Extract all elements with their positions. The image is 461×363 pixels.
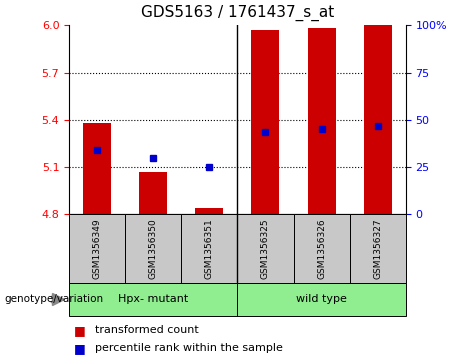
- Bar: [83, 123, 111, 214]
- Text: GSM1356326: GSM1356326: [317, 218, 326, 279]
- FancyBboxPatch shape: [69, 214, 125, 283]
- FancyBboxPatch shape: [125, 214, 181, 283]
- Text: GSM1356325: GSM1356325: [261, 218, 270, 279]
- Bar: [139, 172, 167, 214]
- FancyBboxPatch shape: [181, 214, 237, 283]
- Text: GSM1356351: GSM1356351: [205, 218, 214, 279]
- Text: ■: ■: [74, 324, 85, 337]
- Text: GSM1356349: GSM1356349: [93, 218, 102, 279]
- FancyBboxPatch shape: [237, 283, 406, 316]
- Bar: [251, 30, 279, 214]
- Text: GSM1356327: GSM1356327: [373, 218, 382, 279]
- FancyBboxPatch shape: [237, 214, 294, 283]
- Bar: [195, 208, 224, 214]
- Text: genotype/variation: genotype/variation: [5, 294, 104, 305]
- Bar: [307, 28, 336, 214]
- Text: wild type: wild type: [296, 294, 347, 305]
- Text: ■: ■: [74, 342, 85, 355]
- Title: GDS5163 / 1761437_s_at: GDS5163 / 1761437_s_at: [141, 5, 334, 21]
- Text: Hpx- mutant: Hpx- mutant: [118, 294, 189, 305]
- Text: transformed count: transformed count: [95, 325, 198, 335]
- FancyBboxPatch shape: [294, 214, 349, 283]
- Text: percentile rank within the sample: percentile rank within the sample: [95, 343, 283, 354]
- FancyBboxPatch shape: [349, 214, 406, 283]
- Bar: [364, 25, 392, 214]
- Text: GSM1356350: GSM1356350: [149, 218, 158, 279]
- FancyBboxPatch shape: [69, 283, 237, 316]
